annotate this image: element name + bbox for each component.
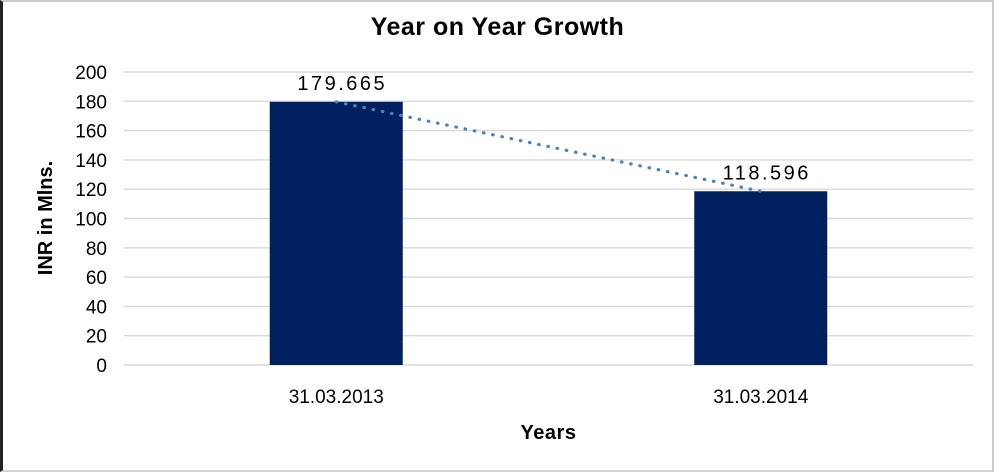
y-tick-label: 20 xyxy=(86,327,107,348)
bar xyxy=(269,101,403,365)
y-tick-label: 180 xyxy=(75,92,107,113)
chart-title: Year on Year Growth xyxy=(370,13,625,41)
y-tick-label: 120 xyxy=(75,180,107,201)
y-tick-label: 0 xyxy=(96,356,107,377)
y-tick-label: 60 xyxy=(86,268,107,289)
data-label: 179.665 xyxy=(297,73,387,95)
y-tick-label: 40 xyxy=(86,297,107,318)
y-tick-label: 200 xyxy=(75,63,107,84)
plot-area: 0 20 40 60 80 100 120 140 160 180 200 179.665 31.03.… xyxy=(75,63,973,408)
data-label: 118.596 xyxy=(723,162,811,184)
x-tick-label: 31.03.2014 xyxy=(713,387,809,408)
y-tick-label: 140 xyxy=(75,151,107,172)
y-tick-label: 100 xyxy=(75,210,107,231)
x-axis-title: Years xyxy=(520,422,577,444)
x-tick-label: 31.03.2013 xyxy=(289,387,384,408)
trendline xyxy=(334,100,763,193)
y-tick-label: 80 xyxy=(86,239,107,260)
bar xyxy=(694,191,828,365)
y-tick-label: 160 xyxy=(75,122,107,143)
